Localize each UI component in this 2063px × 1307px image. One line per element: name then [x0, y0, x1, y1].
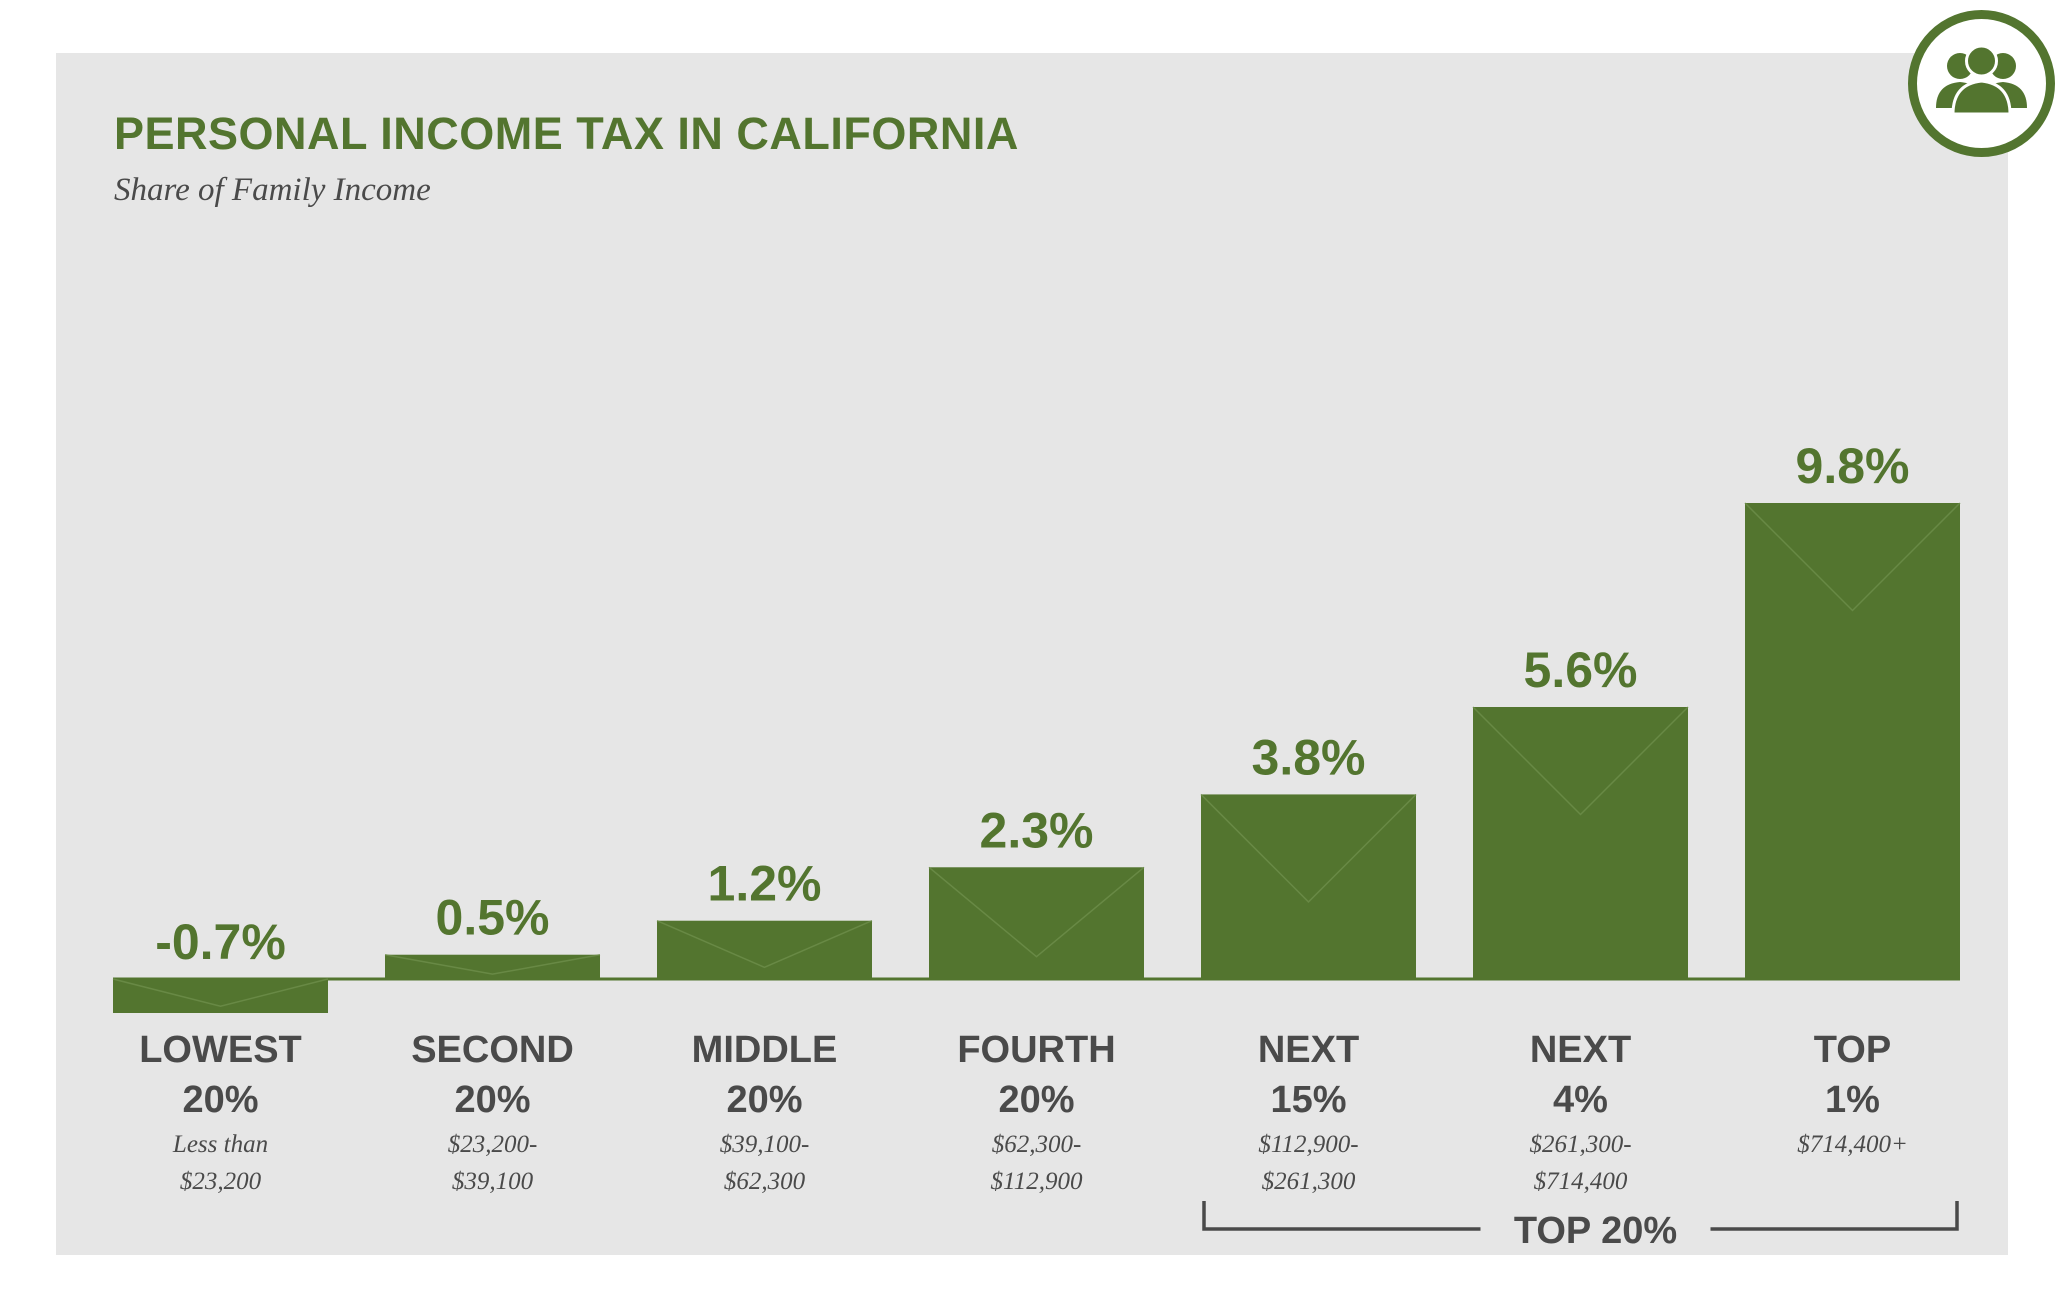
bar-pattern-2 — [656, 920, 873, 969]
bar-0 — [113, 979, 328, 1013]
category-share-label: 20% — [182, 1079, 258, 1121]
value-label: 2.3% — [980, 802, 1094, 858]
bar-3 — [929, 867, 1144, 979]
category-share-label: 1% — [1825, 1079, 1880, 1121]
income-range-label: $112,900 — [991, 1168, 1083, 1195]
bar-pattern-4 — [1200, 793, 1417, 903]
income-range-label: $39,100 — [452, 1168, 534, 1195]
category-label: FOURTH — [957, 1029, 1115, 1071]
bar-pattern-0 — [112, 978, 329, 1007]
category-label: LOWEST — [139, 1029, 302, 1071]
labels-layer: -0.7% LOWEST 20% Less than $23,200 0.5% SECOND… — [139, 438, 1909, 1195]
bar-6 — [1745, 503, 1960, 979]
income-range-label: $62,300 — [724, 1168, 806, 1195]
bar-4 — [1201, 794, 1416, 979]
people-group-icon — [1908, 10, 2055, 157]
category-share-label: 20% — [454, 1079, 530, 1121]
category-label: MIDDLE — [692, 1029, 838, 1071]
chart-title: PERSONAL INCOME TAX IN CALIFORNIA — [114, 108, 1019, 159]
chart-subtitle: Share of Family Income — [114, 172, 431, 208]
income-range-label: Less than — [172, 1131, 268, 1158]
income-range-label: $714,400 — [1534, 1168, 1628, 1195]
income-range-label: $261,300- — [1529, 1131, 1631, 1158]
bar-pattern-5 — [1472, 706, 1689, 816]
income-range-label: $39,100- — [720, 1131, 810, 1158]
income-range-label: $23,200 — [180, 1168, 262, 1195]
category-share-label: 15% — [1270, 1079, 1346, 1121]
income-range-label: $23,200- — [448, 1131, 538, 1158]
category-share-label: 20% — [998, 1079, 1074, 1121]
chart-panel — [56, 53, 2008, 1255]
bracket-right — [1710, 1201, 1959, 1231]
bar-2 — [657, 920, 872, 979]
value-label: 5.6% — [1524, 642, 1638, 698]
value-label: -0.7% — [155, 914, 286, 970]
value-label: 3.8% — [1252, 729, 1366, 785]
category-label: TOP — [1814, 1029, 1891, 1071]
bar-pattern-3 — [928, 866, 1145, 958]
bars-layer — [112, 502, 1961, 1013]
value-label: 1.2% — [708, 856, 822, 912]
income-range-label: $261,300 — [1262, 1168, 1356, 1195]
bar-pattern-6 — [1744, 502, 1961, 612]
income-range-label: $62,300- — [992, 1131, 1082, 1158]
bar-5 — [1473, 707, 1688, 979]
category-label: NEXT — [1530, 1029, 1631, 1071]
top-20-bracket: TOP 20% — [1202, 1201, 1959, 1252]
bracket-left — [1202, 1201, 1481, 1231]
category-share-label: 20% — [726, 1079, 802, 1121]
value-label: 9.8% — [1796, 438, 1910, 494]
category-share-label: 4% — [1553, 1079, 1608, 1121]
category-label: SECOND — [411, 1029, 574, 1071]
bar-pattern-1 — [384, 953, 601, 975]
value-label: 0.5% — [436, 890, 550, 946]
bar-1 — [385, 954, 600, 979]
income-range-label: $714,400+ — [1797, 1131, 1908, 1158]
category-label: NEXT — [1258, 1029, 1359, 1071]
bracket-label: TOP 20% — [1514, 1210, 1677, 1252]
income-range-label: $112,900- — [1258, 1131, 1358, 1158]
